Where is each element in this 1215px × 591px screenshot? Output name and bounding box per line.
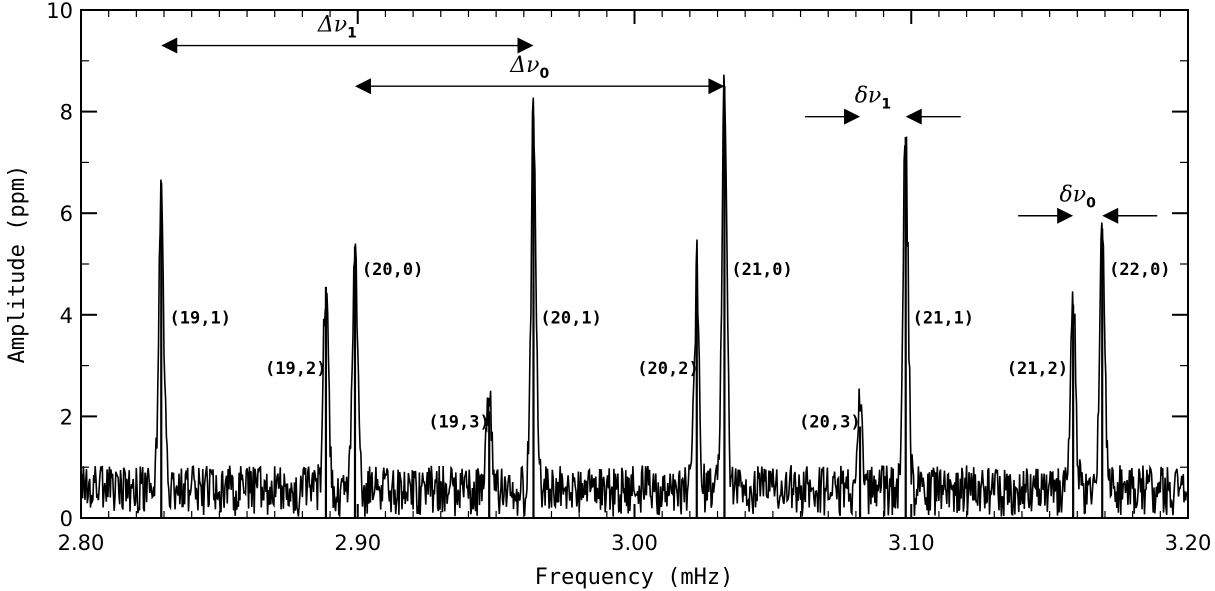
y-tick-label: 8 [60, 101, 73, 125]
peak-label: (20,3) [799, 412, 860, 432]
interval-label: Δν0 [509, 53, 549, 82]
peak-label: (20,2) [637, 359, 698, 379]
peak-label: (20,1) [540, 308, 601, 328]
arrowhead [354, 78, 371, 95]
y-tick-label: 10 [46, 0, 73, 23]
peak-label: (21,2) [1007, 359, 1068, 379]
arrowhead [517, 37, 534, 54]
arrowhead [905, 108, 922, 125]
x-tick-label: 3.00 [611, 531, 658, 555]
peak-label: (19,1) [170, 308, 231, 328]
peak-label: (22,0) [1109, 260, 1170, 280]
y-tick-label: 6 [60, 202, 73, 226]
arrowhead [844, 108, 861, 125]
x-tick-label: 3.10 [888, 531, 935, 555]
intervals-layer: Δν1 Δν0 δν1 δν0 [161, 13, 1158, 224]
peak-label: (19,2) [265, 359, 326, 379]
x-tick-label: 3.20 [1165, 531, 1212, 555]
spectrum-line [80, 74, 1189, 519]
ticks-layer: 2.80 2.90 3.00 3.10 3.20 0 2 4 6 8 10 [46, 0, 1211, 555]
y-tick-label: 4 [60, 304, 73, 328]
spectrum-layer [80, 74, 1189, 519]
peak-label: (21,0) [731, 260, 792, 280]
y-axis-title: Amplitude (ppm) [5, 165, 30, 364]
arrowhead [1102, 207, 1119, 224]
interval-label: δν1 [855, 84, 891, 113]
x-tick-label: 2.90 [334, 531, 381, 555]
peak-label: (20,0) [362, 260, 423, 280]
labels-layer: (19,1) (19,2) (20,0) (19,3) (20,1) (20,2) (21,… [170, 260, 1171, 432]
interval-label: Δν1 [317, 13, 357, 42]
arrowhead [1057, 207, 1074, 224]
x-axis-title: Frequency (mHz) [535, 565, 734, 590]
peak-label: (19,3) [428, 412, 489, 432]
interval-label: δν0 [1059, 183, 1096, 212]
y-tick-label: 2 [60, 405, 73, 429]
arrowhead [708, 78, 725, 95]
y-tick-label: 0 [60, 507, 73, 531]
peak-label: (21,1) [913, 308, 974, 328]
x-tick-label: 2.80 [58, 531, 105, 555]
arrowhead [161, 37, 178, 54]
